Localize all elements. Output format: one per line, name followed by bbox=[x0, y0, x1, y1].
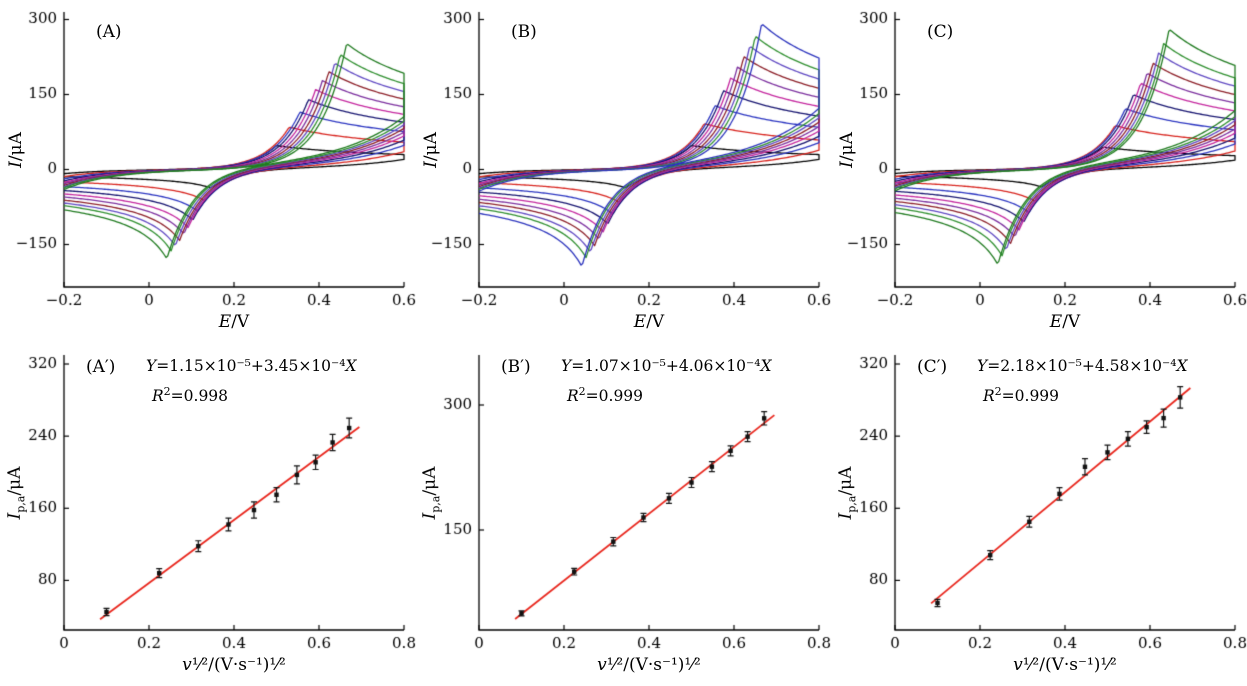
y-axis-label-B: I/μA bbox=[421, 132, 441, 168]
panel-A: (A) I/μA E/V bbox=[0, 0, 416, 343]
panel-label-C-prime: (C′) bbox=[917, 357, 948, 377]
panel-label-B-prime: (B′) bbox=[501, 357, 531, 377]
panel-label-A: (A) bbox=[96, 22, 122, 42]
y-axis-label-C: I/μA bbox=[837, 132, 857, 168]
panel-C: (C) I/μA E/V bbox=[831, 0, 1247, 343]
fit-equation-C-prime: Y=2.18×10⁻⁵+4.58×10⁻⁴X bbox=[977, 357, 1188, 375]
r-squared-A-prime: R2=0.998 bbox=[152, 385, 229, 406]
panel-label-B: (B) bbox=[511, 22, 537, 42]
panel-B-prime: (B′) Y=1.07×10⁻⁵+4.06×10⁻⁴X R2=0.999 Ip,… bbox=[415, 343, 831, 686]
fit-chart-A-prime bbox=[0, 343, 416, 686]
x-axis-label-B: E/V bbox=[633, 312, 665, 332]
x-axis-label-C: E/V bbox=[1049, 312, 1081, 332]
cv-chart-B bbox=[415, 0, 831, 343]
r-squared-C-prime: R2=0.999 bbox=[983, 385, 1060, 406]
panel-A-prime: (A′) Y=1.15×10⁻⁵+3.45×10⁻⁴X R2=0.998 Ip,… bbox=[0, 343, 416, 686]
y-axis-label-A: I/μA bbox=[6, 132, 26, 168]
x-axis-label-C-prime: v¹⁄²/(V·s⁻¹)¹⁄² bbox=[1013, 655, 1117, 675]
r-squared-B-prime: R2=0.999 bbox=[567, 385, 644, 406]
panel-C-prime: (C′) Y=2.18×10⁻⁵+4.58×10⁻⁴X R2=0.999 Ip,… bbox=[831, 343, 1247, 686]
y-axis-label-A-prime: Ip,a/μA bbox=[4, 466, 28, 520]
x-axis-label-A-prime: v¹⁄²/(V·s⁻¹)¹⁄² bbox=[182, 655, 286, 675]
panel-label-C: (C) bbox=[927, 22, 954, 42]
panel-label-A-prime: (A′) bbox=[86, 357, 116, 377]
cv-chart-C bbox=[831, 0, 1247, 343]
fit-chart-B-prime bbox=[415, 343, 831, 686]
fit-chart-C-prime bbox=[831, 343, 1247, 686]
x-axis-label-A: E/V bbox=[218, 312, 250, 332]
cv-chart-A bbox=[0, 0, 416, 343]
x-axis-label-B-prime: v¹⁄²/(V·s⁻¹)¹⁄² bbox=[597, 655, 701, 675]
y-axis-label-B-prime: Ip,a/μA bbox=[419, 466, 443, 520]
y-axis-label-C-prime: Ip,a/μA bbox=[835, 466, 859, 520]
panel-B: (B) I/μA E/V bbox=[415, 0, 831, 343]
fit-equation-A-prime: Y=1.15×10⁻⁵+3.45×10⁻⁴X bbox=[146, 357, 357, 375]
fit-equation-B-prime: Y=1.07×10⁻⁵+4.06×10⁻⁴X bbox=[561, 357, 772, 375]
